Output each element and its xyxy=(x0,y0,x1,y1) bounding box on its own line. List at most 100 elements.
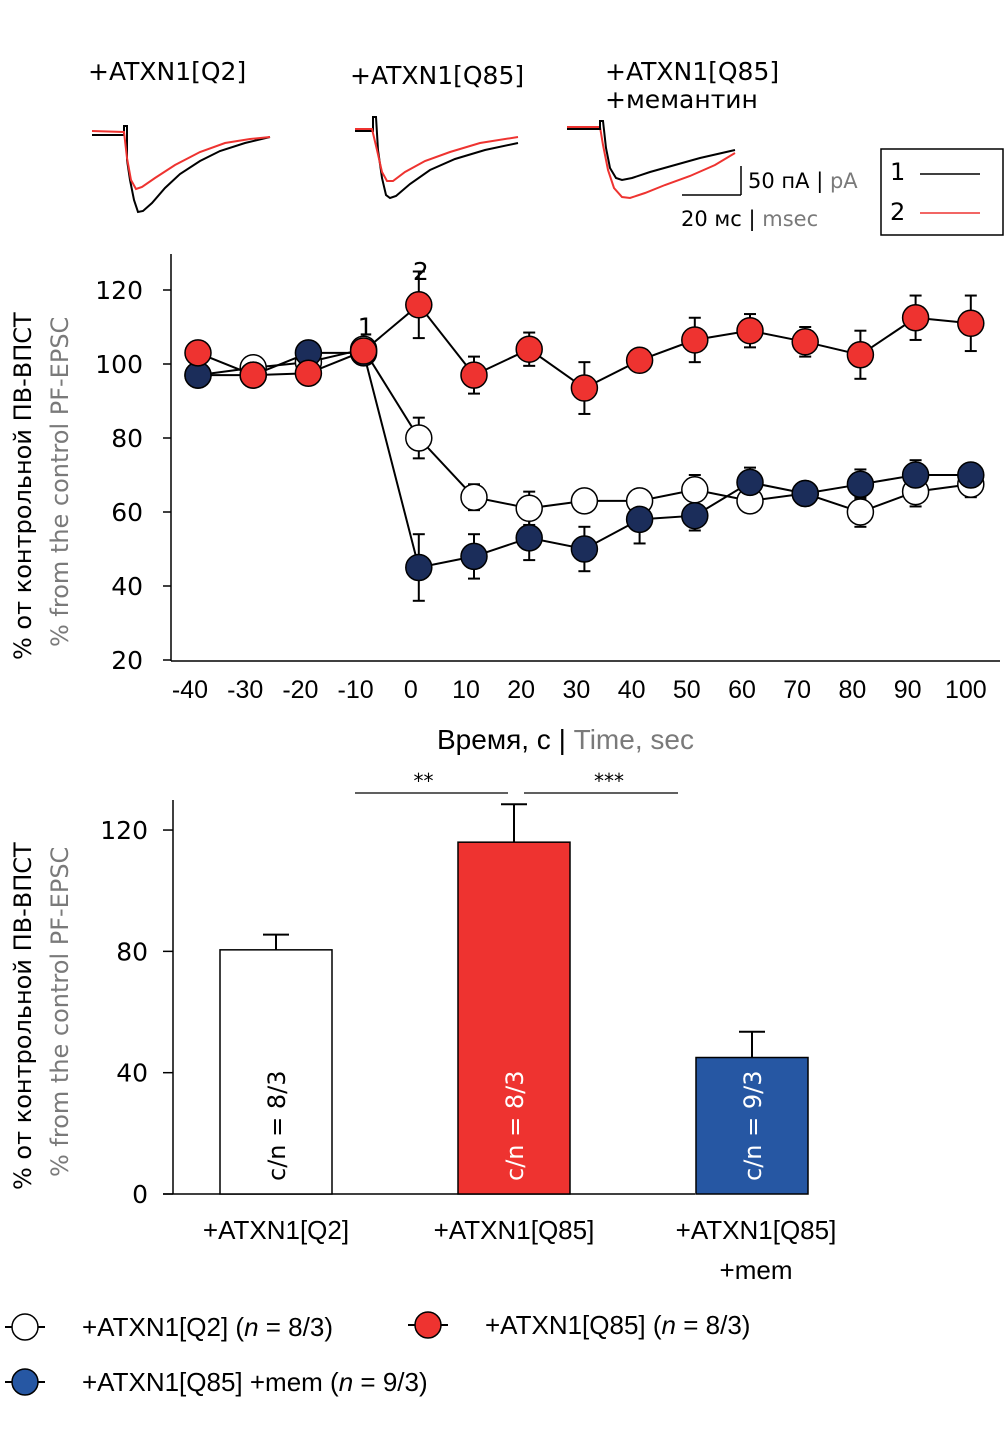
x-tick-label: 10 xyxy=(452,676,480,704)
trace-title-q85-mem-line2: +мемантин xyxy=(605,85,758,114)
x-tick-label: 90 xyxy=(894,676,922,704)
trace-title-q85: +ATXN1[Q85] xyxy=(350,61,524,90)
significance-stars: *** xyxy=(594,769,624,793)
trace-legend-box xyxy=(880,148,1004,236)
data-point-navy xyxy=(460,542,488,571)
line-chart-annotations: 12 xyxy=(358,257,429,342)
bar-n-label: c/n = 8/3 xyxy=(501,1071,529,1181)
line-chart-x-ticks: -40 -30 -20 -10 0 10 20 30 40 50 60 70 80 90 100 xyxy=(172,676,987,704)
legend-label-text: +ATXN1[Q2] ( xyxy=(82,1312,244,1342)
y-tick-label: 80 xyxy=(111,424,143,453)
trace-q85-black xyxy=(355,116,519,200)
line-chart-y-ticks: 20 40 60 80 100 120 xyxy=(95,276,171,675)
data-point-white xyxy=(681,476,709,504)
legend-label-count: = 9/3) xyxy=(353,1367,427,1397)
legend-label-count: = 8/3) xyxy=(259,1312,333,1342)
annotation-label: 2 xyxy=(413,257,429,286)
data-point-red xyxy=(405,291,433,319)
x-tick-label: -10 xyxy=(338,676,374,704)
category-label: +ATXN1[Q85] xyxy=(676,1215,837,1245)
scale-time-ru: 20 мс xyxy=(681,207,742,231)
scale-current-en: pA xyxy=(830,169,858,193)
data-point-red xyxy=(957,309,985,338)
x-tick-label: 50 xyxy=(673,676,701,704)
data-point-white xyxy=(460,483,488,511)
bar-chart-categories: +ATXN1[Q2] +ATXN1[Q85] +ATXN1[Q85] +mem xyxy=(203,1215,836,1285)
line-chart-y-label-en-group: % from the control PF-EPSC xyxy=(46,317,74,647)
trace-group-q85 xyxy=(355,116,519,200)
data-point-red xyxy=(515,335,543,363)
data-point-navy xyxy=(405,553,433,582)
data-point-red xyxy=(625,346,654,375)
x-tick-label: 80 xyxy=(838,676,866,704)
data-point-red xyxy=(294,359,323,387)
scale-current-ru: 50 пА xyxy=(748,169,810,193)
bar-chart-bars: c/n = 8/3 c/n = 8/3 c/n = 9/3 xyxy=(219,803,809,1195)
y-tick-label: 100 xyxy=(95,350,143,379)
legend-marker-red xyxy=(414,1311,442,1339)
bar-label-group: c/n = 9/3 xyxy=(739,1071,767,1181)
data-point-navy xyxy=(791,479,819,508)
legend-label-count: = 8/3) xyxy=(676,1310,750,1340)
scale-bar-current-label: 50 пА | pA xyxy=(748,169,858,194)
category-label: +ATXN1[Q85] xyxy=(434,1215,595,1245)
data-point-red xyxy=(349,337,378,365)
y-tick-label: 20 xyxy=(111,646,143,675)
significance-stars: ** xyxy=(414,769,434,793)
line-chart-y-label-ru: % от контрольной ПВ-ВПСТ xyxy=(9,312,37,660)
data-point-white xyxy=(405,424,433,452)
y-tick-label: 40 xyxy=(111,572,143,601)
x-tick-label: 0 xyxy=(404,676,418,704)
trace-legend-label-2: 2 xyxy=(890,198,905,226)
y-tick-label: 60 xyxy=(111,498,143,527)
x-label-ru: Время, с xyxy=(437,724,551,755)
x-tick-label: -30 xyxy=(227,676,263,704)
scale-bar-time-label: 20 мс | msec xyxy=(681,207,818,232)
legend-marker-blue xyxy=(11,1368,39,1396)
scale-bar: 50 пА | pA 20 мс | msec xyxy=(681,166,858,232)
legend-label-n: n xyxy=(662,1310,676,1340)
data-point-red xyxy=(846,341,875,369)
data-point-white xyxy=(846,498,875,526)
bar-y-tick-label: 80 xyxy=(116,937,148,966)
bar-chart-y-label-ru: % от контрольной ПВ-ВПСТ xyxy=(9,842,37,1190)
bar-chart-y-label-en-group: % from the control PF-EPSC xyxy=(46,847,74,1177)
trace-legend: 1 2 xyxy=(880,148,1004,236)
legend-label-text: +ATXN1[Q85] +mem ( xyxy=(82,1367,339,1397)
line-chart-y-label-ru-group: % от контрольной ПВ-ВПСТ xyxy=(9,312,37,660)
x-tick-label: 30 xyxy=(562,676,590,704)
trace-q2-red xyxy=(91,130,271,191)
data-point-navy xyxy=(625,505,654,534)
trace-legend-label-1: 1 xyxy=(890,158,905,186)
traces-panel: +ATXN1[Q2] +ATXN1[Q85] +ATXN1[Q85] +мема… xyxy=(88,57,1004,236)
data-point-red xyxy=(184,339,212,367)
data-point-navy xyxy=(570,535,599,563)
data-point-navy xyxy=(846,470,875,498)
bar-n-label: c/n = 8/3 xyxy=(263,1071,291,1181)
data-point-white xyxy=(515,494,543,523)
trace-q85-mem-red xyxy=(567,126,736,200)
trace-title-q2: +ATXN1[Q2] xyxy=(88,57,246,86)
x-label-en: Time, sec xyxy=(574,724,694,755)
bar-chart-y-label-ru-group: % от контрольной ПВ-ВПСТ xyxy=(9,842,37,1190)
trace-q85-mem-black xyxy=(567,120,736,182)
data-point-red xyxy=(901,304,930,332)
data-point-navy xyxy=(957,461,985,489)
scale-current-sep: | xyxy=(816,169,823,194)
bar-y-tick-label: 120 xyxy=(100,816,148,845)
bar-chart-y-label-en: % from the control PF-EPSC xyxy=(46,847,74,1177)
legend-item: +ATXN1[Q85] +mem (n = 9/3) xyxy=(5,1367,428,1397)
category-label: +ATXN1[Q2] xyxy=(203,1215,349,1245)
x-tick-label: -40 xyxy=(172,676,208,704)
x-tick-label: 20 xyxy=(507,676,535,704)
legend-marker-white xyxy=(11,1313,39,1341)
scale-time-en: msec xyxy=(762,207,818,231)
bar xyxy=(695,1056,809,1195)
data-point-red xyxy=(460,361,488,389)
legend-label-n: n xyxy=(244,1312,258,1342)
x-tick-label: -20 xyxy=(282,676,318,704)
series-legend: +ATXN1[Q2] (n = 8/3) +ATXN1[Q85] (n = 8/3… xyxy=(5,1310,750,1397)
line-chart-series xyxy=(184,270,985,602)
